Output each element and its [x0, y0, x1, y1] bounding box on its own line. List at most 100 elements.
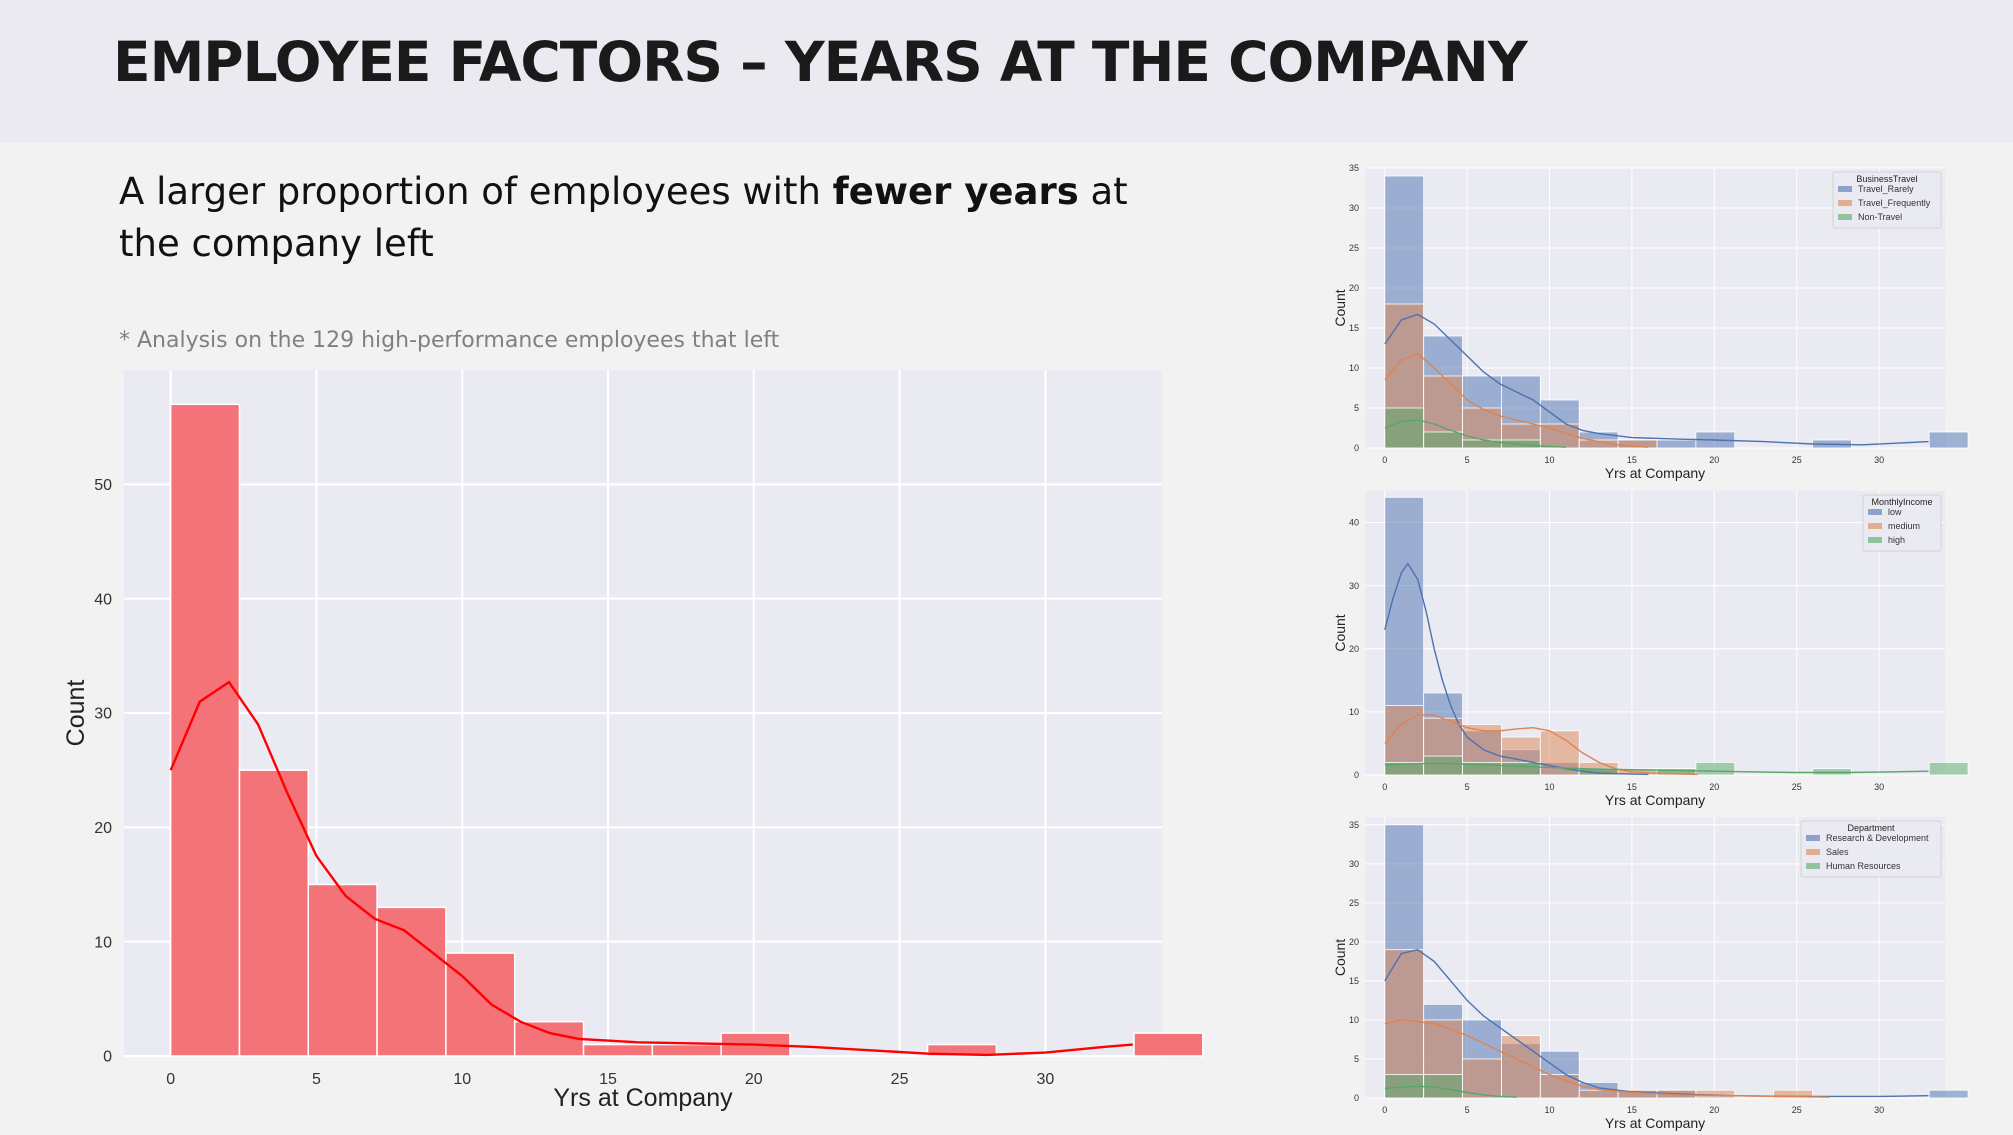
legend-label: low	[1888, 507, 1902, 517]
legend-label: Human Resources	[1826, 861, 1901, 871]
legend-swatch	[1868, 509, 1882, 515]
legend-label: Sales	[1826, 847, 1849, 857]
x-tick-label: 5	[1465, 1105, 1470, 1115]
histogram-bar-non-travel	[1423, 431, 1463, 449]
x-tick-label: 25	[1792, 782, 1802, 792]
kde-curve-sales	[1384, 1019, 1830, 1098]
histogram-bar-travel-rarely	[1656, 439, 1697, 449]
department-histogram: 0 5 10 15 20 25 30 0 5 10 15 20 25 30 35 Yrs at Company…	[1332, 817, 1969, 1131]
legend-swatch	[1806, 835, 1820, 841]
histogram-bar	[1133, 1032, 1204, 1057]
y-tick-label: 0	[1354, 770, 1359, 780]
y-axis-label: Count	[1332, 939, 1348, 976]
kde-curve-non-travel	[1384, 419, 1567, 448]
histogram-bar-sales	[1773, 1089, 1813, 1099]
x-tick-label: 25	[891, 1071, 909, 1088]
legend-swatch	[1838, 214, 1852, 220]
histogram-bar-high	[1928, 761, 1969, 776]
histogram-bar	[238, 769, 310, 1057]
histogram-bar	[513, 1020, 585, 1057]
y-tick-label: 25	[1349, 898, 1359, 908]
y-tick-label: 20	[1349, 937, 1359, 947]
x-tick-label: 20	[1709, 782, 1719, 792]
x-tick-label: 0	[1382, 1105, 1387, 1115]
histogram-bar	[651, 1043, 722, 1057]
histogram-bar-travel-rarely	[1928, 431, 1969, 449]
x-tick-label: 5	[1465, 782, 1470, 792]
legend-box	[1800, 820, 1942, 878]
legend-swatch	[1806, 863, 1820, 869]
legend-title: MonthlyIncome	[1871, 497, 1932, 507]
legend-label: Non-Travel	[1858, 212, 1902, 222]
histogram-bar-travel-frequently	[1617, 439, 1658, 449]
y-tick-label: 0	[1354, 443, 1359, 453]
y-tick-label: 35	[1349, 163, 1359, 173]
y-tick-label: 20	[1349, 283, 1359, 293]
x-tick-label: 0	[1382, 455, 1387, 465]
legend-title: Department	[1847, 823, 1895, 833]
histogram-bar	[445, 952, 516, 1057]
y-tick-label: 10	[1349, 707, 1359, 717]
histogram-bar	[926, 1043, 998, 1057]
y-tick-label: 40	[94, 591, 112, 608]
headline-suffix: at the company left	[119, 170, 1128, 265]
page-title: EMPLOYEE FACTORS – YEARS AT THE COMPANY	[113, 30, 1528, 94]
histogram-bar-sales	[1539, 1074, 1580, 1099]
x-tick-label: 15	[1627, 1105, 1637, 1115]
x-tick-label: 10	[1545, 782, 1555, 792]
y-tick-label: 5	[1354, 1054, 1359, 1064]
x-tick-label: 10	[1545, 455, 1555, 465]
y-axis-label: Count	[62, 680, 90, 747]
y-axis-label: Count	[1332, 614, 1348, 651]
x-tick-label: 30	[1874, 782, 1884, 792]
histogram-bar-sales	[1384, 949, 1425, 1099]
legend-label: Travel_Frequently	[1858, 198, 1931, 208]
y-tick-label: 35	[1349, 820, 1359, 830]
x-tick-label: 20	[1709, 455, 1719, 465]
y-tick-label: 25	[1349, 243, 1359, 253]
business-travel-histogram: 0 5 10 15 20 25 30 0 5 10 15 20 25 30 35 Yrs at Company…	[1332, 163, 1969, 481]
legend-box	[1832, 171, 1942, 229]
y-tick-label: 30	[1349, 581, 1359, 591]
histogram-bar-high	[1423, 755, 1463, 776]
histogram-bar	[169, 403, 241, 1057]
kde-curve-travel-rarely	[1384, 313, 1929, 446]
x-axis-label: Yrs at Company	[553, 1084, 733, 1112]
histogram-bar-non-travel	[1384, 407, 1425, 449]
legend-title: BusinessTravel	[1856, 174, 1917, 184]
x-axis-label: Yrs at Company	[1605, 1115, 1705, 1131]
legend-label: Travel_Rarely	[1858, 184, 1914, 194]
y-tick-label: 10	[1349, 1015, 1359, 1025]
y-axis-label: Count	[1332, 289, 1348, 326]
main-histogram: 0 5 10 15 20 25 30 0 10 20 30 40 50 Yrs at Company Cou…	[62, 370, 1204, 1112]
y-tick-label: 40	[1349, 518, 1359, 528]
y-tick-label: 30	[1349, 859, 1359, 869]
monthly-income-histogram: 0 5 10 15 20 25 30 0 10 20 30 40 Yrs at Company Count…	[1332, 491, 1969, 808]
y-tick-label: 20	[94, 820, 112, 837]
y-tick-label: 0	[1354, 1093, 1359, 1103]
analysis-note: * Analysis on the 129 high-performance e…	[119, 328, 780, 353]
title-bar	[0, 0, 2013, 143]
legend-swatch	[1838, 200, 1852, 206]
x-tick-label: 20	[745, 1071, 763, 1088]
headline-prefix: A larger proportion of employees with	[119, 170, 833, 213]
y-tick-label: 15	[1349, 323, 1359, 333]
y-tick-label: 30	[1349, 203, 1359, 213]
x-tick-label: 30	[1874, 455, 1884, 465]
kde-curve-travel-frequently	[1384, 352, 1649, 448]
histogram-bar-sales	[1578, 1089, 1619, 1099]
kde-curve-human-resources	[1384, 1085, 1517, 1098]
x-tick-label: 10	[1545, 1105, 1555, 1115]
x-tick-label: 25	[1792, 455, 1802, 465]
x-tick-label: 5	[312, 1071, 321, 1088]
y-tick-label: 20	[1349, 644, 1359, 654]
y-tick-label: 10	[1349, 363, 1359, 373]
legend-swatch	[1838, 186, 1852, 192]
histogram-bar	[307, 883, 378, 1057]
x-tick-label: 30	[1036, 1071, 1054, 1088]
histogram-bar	[376, 906, 447, 1057]
kde-curve	[169, 680, 1133, 1057]
legend-label: high	[1888, 535, 1905, 545]
x-axis-label: Yrs at Company	[1605, 465, 1705, 481]
histogram-bar-high	[1695, 761, 1736, 776]
